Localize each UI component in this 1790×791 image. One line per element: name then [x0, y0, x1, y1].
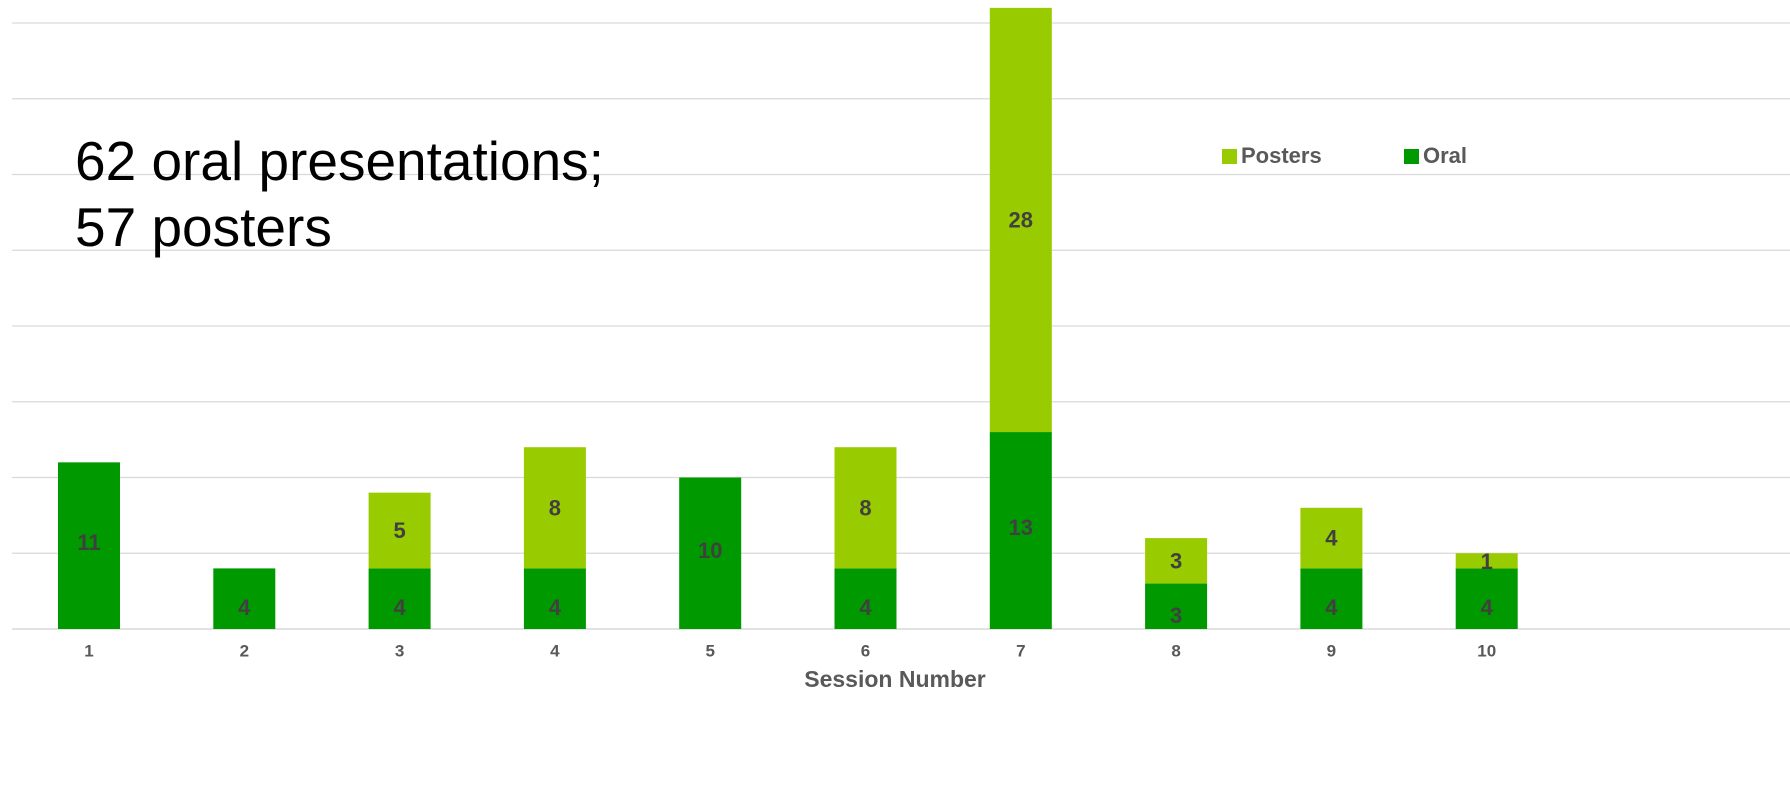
legend-item-posters: Posters [1222, 143, 1404, 169]
bar-posters-session-10 [1455, 553, 1518, 569]
data-label-posters-session-9: 4 [1325, 526, 1338, 551]
data-label-oral-session-3: 4 [393, 595, 406, 620]
legend-item-oral: Oral [1404, 143, 1586, 169]
bar-oral-session-2 [213, 568, 276, 629]
x-tick-label-6: 6 [861, 642, 870, 661]
x-tick-label-5: 5 [705, 642, 714, 661]
legend-swatch-posters [1222, 148, 1237, 164]
bar-labels: 11 4 4 5 4 8 10 4 8 13 28 3 3 4 4 4 1 [77, 207, 1493, 627]
data-label-posters-session-6: 8 [859, 495, 871, 520]
data-label-posters-session-4: 8 [549, 495, 561, 520]
x-tick-label-10: 10 [1477, 642, 1496, 661]
data-label-oral-session-5: 10 [698, 538, 722, 563]
bar-oral-session-7 [989, 432, 1052, 629]
headline-line-2: 57 posters [75, 196, 332, 258]
x-tick-label-2: 2 [240, 642, 249, 661]
legend-swatch-oral [1404, 148, 1419, 164]
bar-oral-session-1 [58, 462, 120, 629]
bar-posters-session-4 [523, 447, 586, 569]
bar-oral-session-10 [1455, 568, 1518, 629]
data-label-oral-session-8: 3 [1170, 603, 1182, 628]
bar-posters-session-7 [989, 7, 1052, 433]
bar-oral-session-3 [368, 568, 431, 629]
data-label-oral-session-7: 13 [1009, 515, 1033, 540]
headline-line-1: 62 oral presentations; [75, 130, 604, 192]
bar-posters-session-3 [368, 492, 431, 569]
data-label-posters-session-7: 28 [1009, 207, 1033, 232]
legend: Posters Oral [1222, 143, 1586, 169]
bar-posters-session-8 [1145, 538, 1208, 584]
legend-label-oral: Oral [1423, 143, 1468, 168]
gridlines [12, 22, 1790, 630]
bar-oral-session-6 [834, 568, 897, 629]
data-label-oral-session-10: 4 [1481, 595, 1494, 620]
bar-posters-session-9 [1300, 507, 1363, 569]
x-tick-label-8: 8 [1171, 642, 1180, 661]
bar-posters-session-6 [834, 447, 897, 569]
legend-label-posters: Posters [1241, 143, 1322, 168]
bars [58, 7, 1518, 629]
x-tick-label-9: 9 [1327, 642, 1336, 661]
bar-oral-session-4 [523, 568, 586, 629]
bar-oral-session-8 [1145, 583, 1208, 629]
x-tick-label-7: 7 [1016, 642, 1025, 661]
data-label-oral-session-4: 4 [549, 595, 562, 620]
x-tick-label-4: 4 [550, 642, 560, 661]
data-label-posters-session-8: 3 [1170, 548, 1182, 573]
data-label-oral-session-2: 4 [238, 595, 251, 620]
x-tick-label-3: 3 [395, 642, 404, 661]
data-label-oral-session-6: 4 [859, 595, 872, 620]
data-label-oral-session-9: 4 [1325, 595, 1338, 620]
data-label-oral-session-1: 11 [77, 530, 100, 555]
x-axis-label: Session Number [804, 666, 986, 692]
data-label-posters-session-10: 1 [1481, 549, 1493, 574]
bar-oral-session-5 [679, 477, 742, 629]
x-tick-labels: 1 2 3 4 5 6 7 8 9 10 [84, 642, 1496, 661]
chart-headline: 62 oral presentations; 57 posters [75, 128, 604, 260]
bar-oral-session-9 [1300, 568, 1363, 629]
x-tick-label-1: 1 [84, 642, 93, 661]
data-label-posters-session-3: 5 [393, 518, 405, 543]
